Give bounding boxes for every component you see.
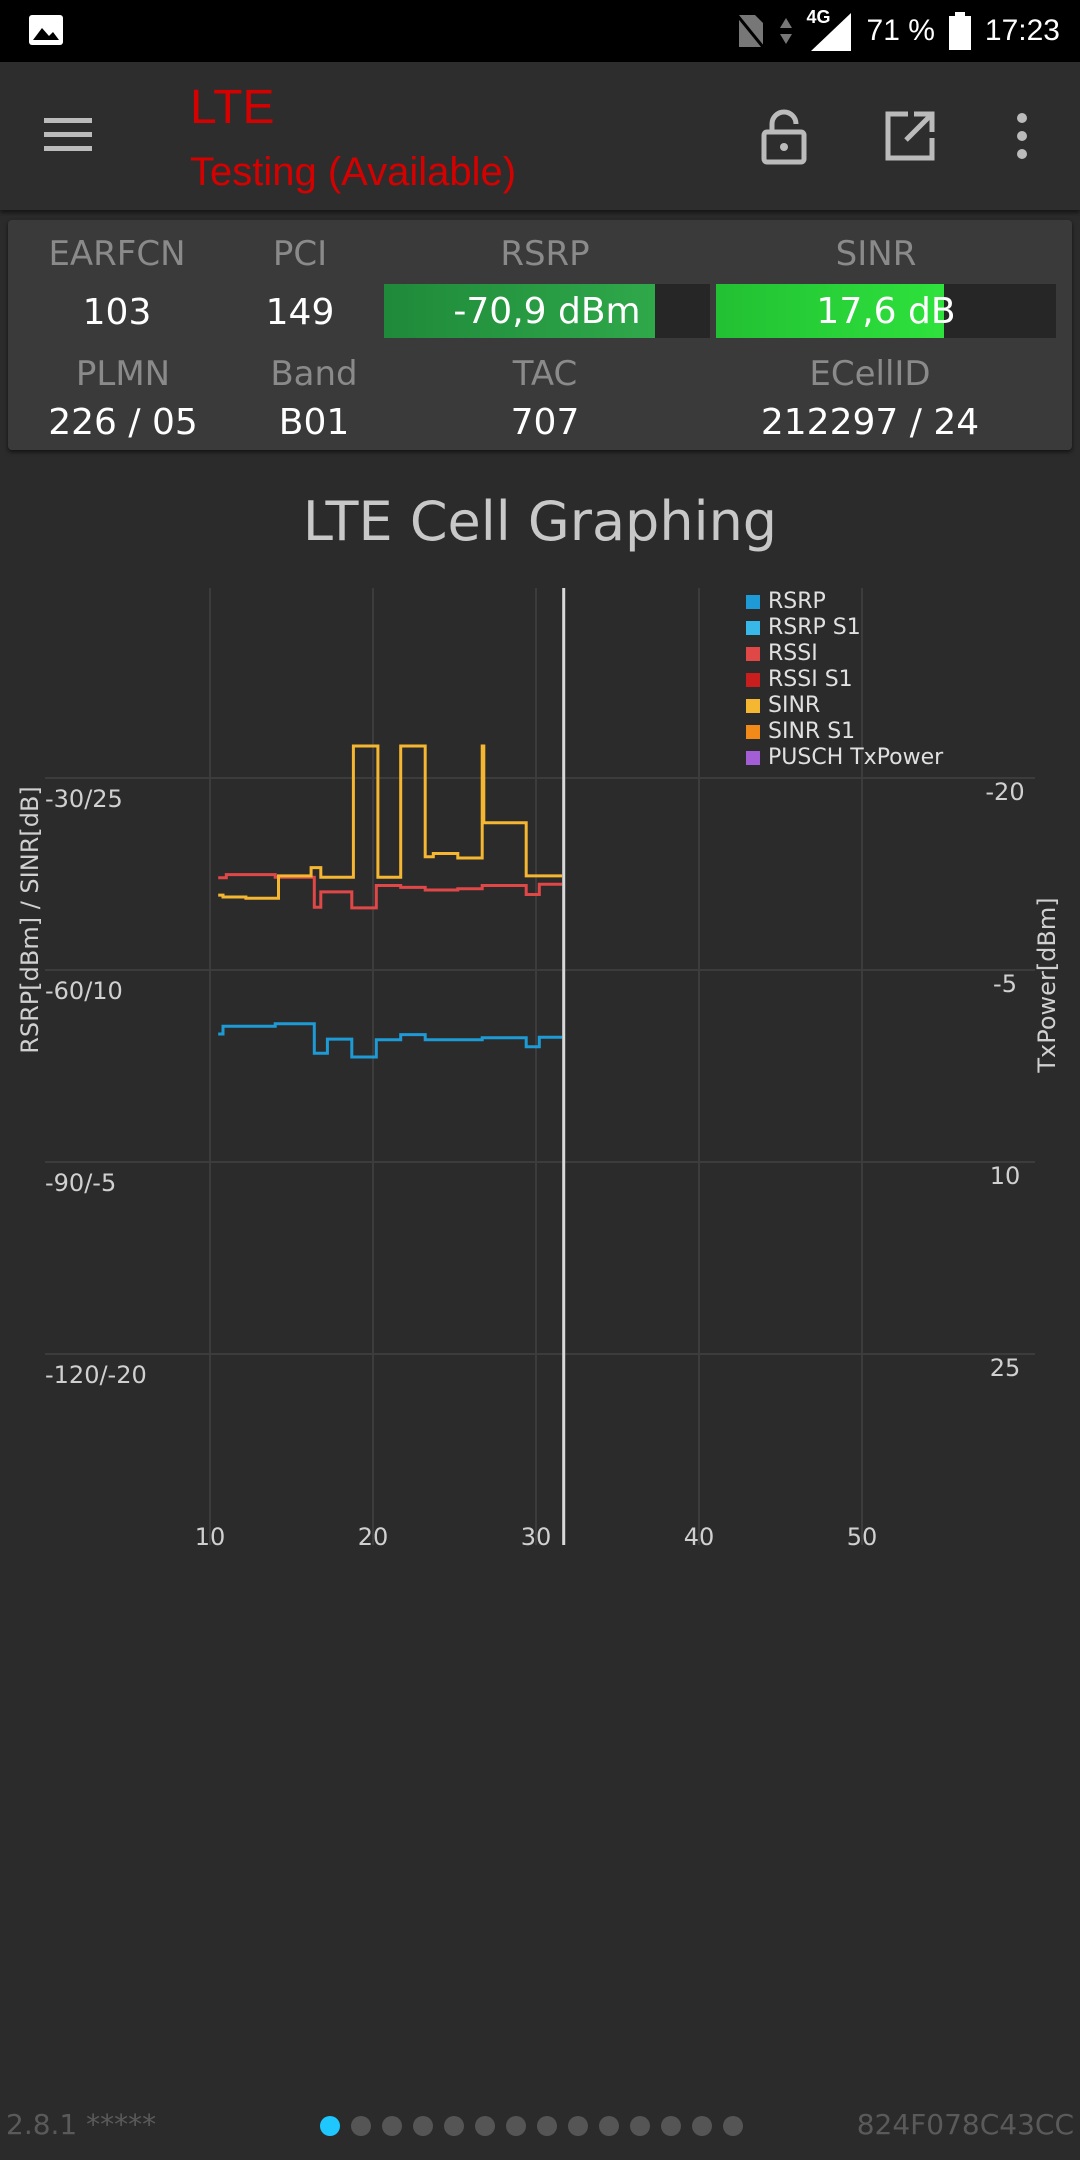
ecellid-label: ECellID <box>809 354 931 394</box>
battery-percent: 71 % <box>866 14 935 47</box>
legend-label: SINR <box>768 693 820 718</box>
page-dot[interactable] <box>351 2116 371 2136</box>
ecellid-value: 212297 / 24 <box>760 402 980 443</box>
app-title: LTE <box>190 81 275 134</box>
legend-swatch <box>746 725 760 739</box>
more-options-icon[interactable] <box>1000 106 1044 166</box>
page-dot[interactable] <box>506 2116 526 2136</box>
series-line-rsrp <box>218 1022 563 1059</box>
battery-icon <box>948 12 971 50</box>
earfcn-value: 103 <box>82 292 152 333</box>
earfcn-label: EARFCN <box>48 234 186 274</box>
legend-label: SINR S1 <box>768 719 855 744</box>
page-dot[interactable] <box>382 2116 402 2136</box>
tac-label: TAC <box>512 354 578 394</box>
pci-label: PCI <box>272 234 328 274</box>
no-sim-icon <box>735 14 764 48</box>
legend-label: PUSCH TxPower <box>768 745 944 770</box>
y2-tick-label: -5 <box>993 970 1017 998</box>
gallery-notification-icon <box>29 15 63 45</box>
tac-value: 707 <box>510 402 580 443</box>
lock-icon[interactable] <box>754 106 814 166</box>
legend-swatch <box>746 595 760 609</box>
legend-swatch <box>746 751 760 765</box>
legend-swatch <box>746 699 760 713</box>
pci-value: 149 <box>265 292 335 333</box>
menu-icon[interactable] <box>40 112 96 156</box>
sinr-label: SINR <box>835 234 917 274</box>
page-dot[interactable] <box>568 2116 588 2136</box>
page-dot[interactable] <box>661 2116 681 2136</box>
status-bar: 4G 71 % 17:23 <box>0 0 1080 62</box>
legend-swatch <box>746 621 760 635</box>
plmn-value: 226 / 05 <box>48 402 198 443</box>
data-activity-icon <box>779 18 792 44</box>
series-line-sinr <box>218 744 563 900</box>
x-tick-label: 20 <box>358 1523 389 1551</box>
page-dot[interactable] <box>599 2116 619 2136</box>
rsrp-value: -70,9 dBm <box>453 290 641 332</box>
sinr-meter-fill <box>716 284 944 338</box>
page-dot[interactable] <box>413 2116 433 2136</box>
y-axis-title: RSRP[dBm] / SINR[dB] <box>16 786 44 1054</box>
page-dot[interactable] <box>630 2116 650 2136</box>
device-id: 824F078C43CC <box>856 2108 1074 2141</box>
x-tick-label: 10 <box>195 1523 226 1551</box>
sinr-meter: 17,6 dB <box>716 284 1056 338</box>
plmn-label: PLMN <box>75 354 171 394</box>
page-dot[interactable] <box>320 2116 340 2136</box>
lte-cell-chart[interactable]: 10 20 30 40 50 -30/25 -20 -60/10 -5 -90/-5 10 -120/… <box>0 580 1080 1560</box>
y2-tick-label: 25 <box>990 1354 1021 1382</box>
page-dot[interactable] <box>692 2116 712 2136</box>
x-tick-label: 30 <box>521 1523 552 1551</box>
signal-icon <box>810 13 851 51</box>
x-tick-label: 40 <box>684 1523 715 1551</box>
page-dot[interactable] <box>475 2116 495 2136</box>
rsrp-meter-fill <box>384 284 655 338</box>
series-line-rssi <box>218 873 563 910</box>
legend-label: RSRP S1 <box>768 615 861 640</box>
open-external-icon[interactable] <box>880 106 940 166</box>
y2-axis-title: TxPower[dBm] <box>1033 897 1061 1073</box>
app-subtitle: Testing (Available) <box>190 150 517 194</box>
legend-label: RSSI <box>768 641 818 666</box>
page-dot[interactable] <box>723 2116 743 2136</box>
chart-title: LTE Cell Graphing <box>302 490 778 553</box>
y-tick-label: -120/-20 <box>45 1361 147 1389</box>
y2-tick-label: 10 <box>990 1162 1021 1190</box>
app-version: 2.8.1 ***** <box>6 2108 157 2141</box>
legend-label: RSRP <box>768 589 826 614</box>
x-tick-label: 50 <box>847 1523 878 1551</box>
rsrp-meter: -70,9 dBm <box>384 284 710 338</box>
rsrp-label: RSRP <box>500 234 590 274</box>
legend-swatch <box>746 673 760 687</box>
network-type: 4G <box>806 7 831 27</box>
page-dot[interactable] <box>444 2116 464 2136</box>
cell-info-panel: EARFCN PCI RSRP SINR 103 149 -70,9 dBm 1… <box>8 220 1072 450</box>
app-bar: LTE Testing (Available) <box>0 62 1080 210</box>
clock: 17:23 <box>984 14 1060 47</box>
y-tick-label: -30/25 <box>45 785 123 813</box>
page-dot[interactable] <box>537 2116 557 2136</box>
y-tick-label: -90/-5 <box>45 1169 116 1197</box>
y2-tick-label: -20 <box>985 778 1024 806</box>
page-indicator[interactable] <box>320 2116 743 2136</box>
band-value: B01 <box>278 402 350 443</box>
band-label: Band <box>270 354 358 394</box>
y-tick-label: -60/10 <box>45 977 123 1005</box>
legend-label: RSSI S1 <box>768 667 853 692</box>
sinr-value: 17,6 dB <box>816 290 956 332</box>
legend-swatch <box>746 647 760 661</box>
